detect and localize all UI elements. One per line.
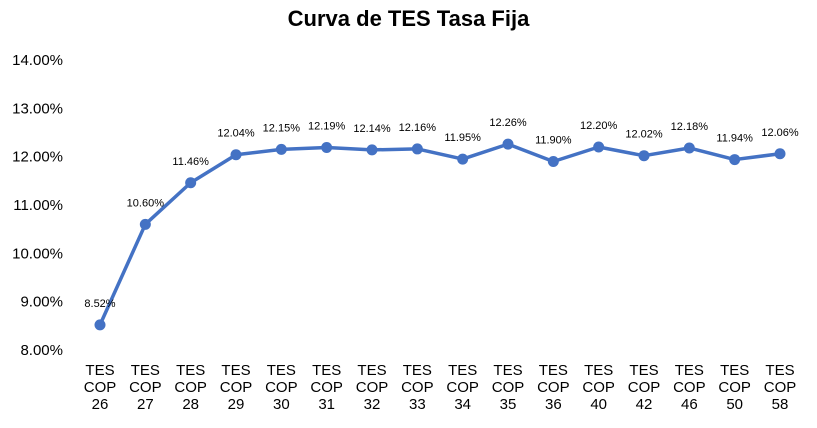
x-tick-label: 27: [137, 396, 154, 413]
data-point: [683, 142, 695, 154]
x-tick-label: TES: [675, 362, 704, 379]
y-tick-label: 9.00%: [20, 294, 63, 311]
x-tick-label: COP: [537, 379, 570, 396]
x-tick-label: 50: [726, 396, 743, 413]
x-tick-label: 28: [182, 396, 199, 413]
series-line: [98, 142, 782, 327]
data-point: [502, 138, 514, 150]
y-axis: 14.00% 13.00% 12.00% 11.00% 10.00% 9.00% 8.00%: [12, 52, 63, 359]
x-tick-label: TES: [357, 362, 386, 379]
data-point: [366, 144, 378, 156]
x-tick-label: COP: [84, 379, 117, 396]
x-tick-label: COP: [628, 379, 661, 396]
x-tick-label: COP: [582, 379, 615, 396]
x-axis: TESCOP26TESCOP27TESCOP28TESCOP29TESCOP30…: [84, 362, 797, 413]
data-point: [774, 148, 786, 160]
data-label: 11.90%: [535, 135, 572, 147]
data-point: [139, 218, 151, 230]
data-label: 12.19%: [308, 120, 346, 132]
y-tick-label: 12.00%: [12, 149, 63, 166]
x-tick-label: 34: [454, 396, 471, 413]
x-tick-label: 35: [500, 396, 517, 413]
x-tick-label: COP: [129, 379, 162, 396]
data-point: [638, 150, 650, 162]
data-label: 12.04%: [217, 128, 255, 140]
data-point: [729, 154, 741, 166]
x-tick-label: 46: [681, 396, 698, 413]
y-tick-label: 8.00%: [20, 342, 63, 359]
data-label: 12.06%: [761, 127, 799, 139]
x-tick-label: 33: [409, 396, 426, 413]
x-tick-label: 31: [318, 396, 335, 413]
x-tick-label: 42: [636, 396, 653, 413]
x-tick-label: TES: [131, 362, 160, 379]
x-tick-label: COP: [401, 379, 434, 396]
x-tick-label: COP: [673, 379, 706, 396]
x-tick-label: 30: [273, 396, 290, 413]
data-points: [94, 138, 786, 331]
x-tick-label: 32: [364, 396, 381, 413]
x-tick-label: COP: [764, 379, 797, 396]
y-tick-label: 14.00%: [12, 52, 63, 69]
data-label: 12.20%: [580, 120, 618, 132]
x-tick-label: TES: [448, 362, 477, 379]
y-tick-label: 11.00%: [13, 197, 63, 214]
data-point: [275, 143, 287, 155]
data-labels: 8.52% 10.60% 11.46% 12.04% 12.15% 12.19% 12.14…: [84, 117, 798, 310]
x-tick-label: TES: [403, 362, 432, 379]
data-point: [185, 177, 197, 189]
series-polyline: [98, 142, 782, 327]
data-point: [230, 149, 242, 161]
x-tick-label: COP: [220, 379, 253, 396]
data-point: [94, 319, 106, 331]
data-label: 12.26%: [489, 117, 527, 129]
x-tick-label: COP: [492, 379, 525, 396]
data-label: 12.18%: [671, 121, 709, 133]
x-tick-label: 29: [228, 396, 245, 413]
x-tick-label: TES: [85, 362, 114, 379]
data-label: 12.14%: [353, 123, 391, 135]
x-tick-label: TES: [267, 362, 296, 379]
x-tick-label: 26: [92, 396, 109, 413]
data-label: 12.15%: [263, 122, 301, 134]
x-tick-label: TES: [765, 362, 794, 379]
data-point: [593, 141, 605, 153]
data-label: 10.60%: [127, 197, 165, 209]
x-tick-label: TES: [584, 362, 613, 379]
x-tick-label: 40: [590, 396, 607, 413]
data-point: [457, 153, 469, 165]
x-tick-label: 58: [772, 396, 789, 413]
x-tick-label: TES: [493, 362, 522, 379]
data-point: [547, 156, 559, 167]
x-tick-label: 36: [545, 396, 562, 413]
x-tick-label: COP: [174, 379, 207, 396]
x-tick-label: TES: [539, 362, 568, 379]
data-point: [411, 143, 423, 155]
x-tick-label: COP: [265, 379, 298, 396]
data-label: 8.52%: [84, 298, 115, 310]
data-label: 11.95%: [444, 132, 481, 144]
x-tick-label: COP: [446, 379, 479, 396]
x-tick-label: TES: [720, 362, 749, 379]
x-tick-label: TES: [221, 362, 250, 379]
data-label: 11.94%: [716, 133, 753, 145]
x-tick-label: COP: [356, 379, 389, 396]
data-label: 12.16%: [399, 122, 437, 134]
x-tick-label: TES: [629, 362, 658, 379]
data-label: 11.46%: [172, 156, 209, 168]
x-tick-label: TES: [176, 362, 205, 379]
x-tick-label: COP: [718, 379, 751, 396]
y-tick-label: 13.00%: [12, 100, 63, 117]
y-tick-label: 10.00%: [12, 245, 63, 262]
chart-title: Curva de TES Tasa Fija: [287, 6, 530, 31]
data-label: 12.02%: [625, 129, 663, 141]
x-tick-label: COP: [310, 379, 343, 396]
data-point: [321, 141, 333, 153]
x-tick-label: TES: [312, 362, 341, 379]
